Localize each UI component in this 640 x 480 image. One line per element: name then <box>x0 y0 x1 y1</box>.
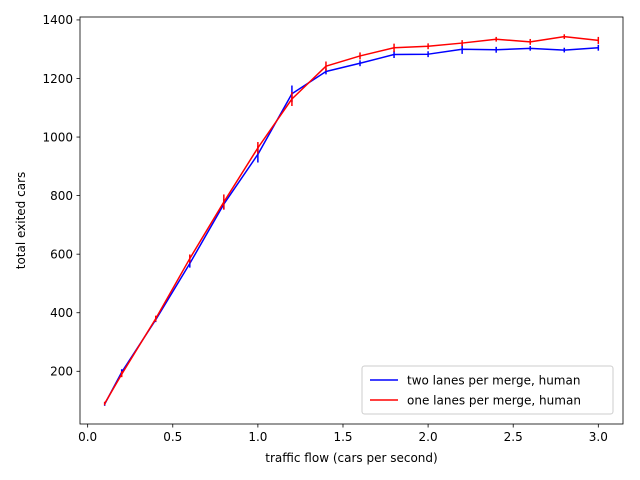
x-tick-label: 0.0 <box>78 430 97 444</box>
y-axis: 200 400 600 800 1000 1200 1400 <box>42 13 80 379</box>
x-tick-label: 0.5 <box>163 430 182 444</box>
y-tick-label: 200 <box>50 365 73 379</box>
series-layer <box>103 34 600 406</box>
y-tick-label: 800 <box>50 189 73 203</box>
y-tick-label: 1200 <box>42 72 73 86</box>
x-axis: 0.0 0.5 1.0 1.5 2.0 2.5 3.0 <box>78 424 608 444</box>
legend-item-1: two lanes per merge, human <box>370 373 580 387</box>
series-1 <box>103 44 600 406</box>
y-tick-label: 400 <box>50 306 73 320</box>
x-axis-label: traffic flow (cars per second) <box>265 451 437 465</box>
legend-label: one lanes per merge, human <box>407 393 581 407</box>
plot-area <box>80 17 623 424</box>
series-line-2 <box>104 35 599 404</box>
y-axis-label: total exited cars <box>14 172 28 270</box>
legend-item-2: one lanes per merge, human <box>370 393 581 407</box>
x-tick-label: 2.0 <box>419 430 438 444</box>
legend-label: two lanes per merge, human <box>407 373 580 387</box>
plot-background <box>80 17 623 424</box>
x-tick-label: 1.0 <box>248 430 267 444</box>
legend: two lanes per merge, human one lanes per … <box>361 365 614 415</box>
x-tick-label: 1.5 <box>333 430 352 444</box>
axes-spines <box>79 16 624 425</box>
series-2 <box>103 34 600 406</box>
y-tick-label: 1000 <box>42 130 73 144</box>
x-tick-label: 2.5 <box>504 430 523 444</box>
axes-frame <box>79 16 624 425</box>
y-tick-label: 600 <box>50 247 73 261</box>
y-tick-label: 1400 <box>42 13 73 27</box>
series-line-1 <box>104 46 599 405</box>
x-tick-label: 3.0 <box>589 430 608 444</box>
legend-box <box>361 365 614 415</box>
